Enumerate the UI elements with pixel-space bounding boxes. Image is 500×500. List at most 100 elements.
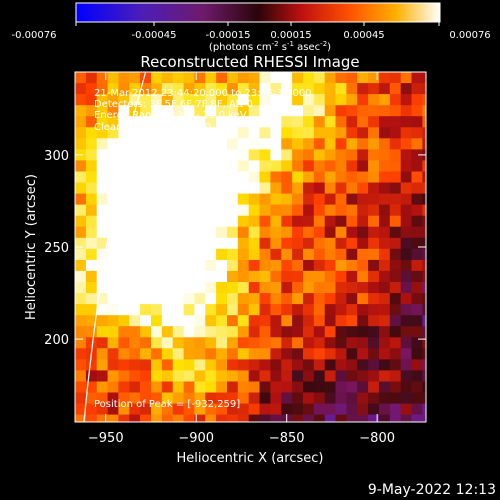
- heatmap-cell: [161, 116, 174, 128]
- heatmap-cell: [107, 270, 120, 283]
- heatmap-cell: [237, 116, 250, 128]
- heatmap-cell: [118, 72, 130, 84]
- heatmap-cell: [205, 94, 217, 106]
- heatmap-cell: [259, 171, 271, 184]
- heatmap-cell: [237, 414, 250, 422]
- heatmap-cell: [389, 270, 402, 283]
- heatmap-cell: [270, 392, 282, 405]
- heatmap-cell: [400, 237, 413, 250]
- heatmap-cell: [151, 138, 163, 150]
- heatmap-cell: [140, 83, 152, 95]
- heatmap-cell: [75, 182, 87, 195]
- heatmap-cell: [411, 414, 423, 422]
- heatmap-cell: [129, 270, 141, 283]
- heatmap-cell: [237, 282, 250, 294]
- heatmap-cell: [118, 83, 130, 95]
- heatmap-cell: [237, 160, 250, 173]
- heatmap-cell: [379, 160, 391, 173]
- heatmap-cell: [183, 348, 196, 360]
- heatmap-cell: [357, 116, 369, 128]
- heatmap-cell: [303, 83, 315, 95]
- heatmap-cell: [161, 138, 174, 150]
- heatmap-cell: [335, 72, 347, 84]
- heatmap-cell: [248, 160, 261, 173]
- heatmap-cell: [161, 171, 174, 184]
- heatmap-cell: [107, 370, 120, 383]
- heatmap-cell: [389, 171, 402, 184]
- heatmap-cell: [270, 304, 282, 316]
- heatmap-cell: [248, 94, 261, 106]
- heatmap-cell: [335, 270, 347, 283]
- heatmap-cell: [281, 94, 293, 106]
- heatmap-cell: [422, 171, 426, 184]
- heatmap-cell: [85, 359, 98, 372]
- heatmap-cell: [237, 182, 250, 195]
- heatmap-cell: [237, 226, 250, 239]
- heatmap-cell: [292, 138, 304, 150]
- heatmap-cell: [368, 204, 380, 217]
- heatmap-cell: [172, 83, 185, 95]
- heatmap-cell: [389, 348, 402, 360]
- heatmap-cell: [107, 326, 120, 338]
- heatmap-cell: [335, 315, 347, 327]
- heatmap-cell: [368, 83, 380, 95]
- heatmap-cell: [194, 204, 206, 217]
- heatmap-cell: [292, 315, 304, 327]
- heatmap-cell: [75, 370, 87, 383]
- heatmap-cell: [205, 215, 217, 228]
- heatmap-cell: [422, 414, 426, 422]
- heatmap-cell: [118, 304, 130, 316]
- heatmap-cell: [75, 204, 87, 217]
- heatmap-cell: [379, 270, 391, 283]
- heatmap-cell: [107, 72, 120, 84]
- heatmap-cell: [346, 171, 358, 184]
- heatmap-cell: [194, 226, 206, 239]
- heatmap-cell: [259, 403, 271, 416]
- heatmap-cell: [270, 193, 282, 206]
- heatmap-cell: [346, 204, 358, 217]
- heatmap-cell: [324, 94, 337, 106]
- heatmap-cell: [379, 282, 391, 294]
- heatmap-cell: [259, 304, 271, 316]
- heatmap-cell: [303, 359, 315, 372]
- heatmap-cell: [172, 282, 185, 294]
- heatmap-cell: [346, 127, 358, 139]
- heatmap-cell: [85, 237, 98, 250]
- heatmap-cell: [313, 204, 326, 217]
- heatmap-cell: [183, 83, 196, 95]
- heatmap-cell: [368, 381, 380, 394]
- heatmap-cell: [346, 270, 358, 283]
- heatmap-cell: [140, 293, 152, 305]
- heatmap-cell: [346, 182, 358, 195]
- heatmap-cell: [411, 259, 423, 272]
- heatmap-cell: [85, 182, 98, 195]
- heatmap-cell: [324, 370, 337, 383]
- heatmap-cell: [270, 293, 282, 305]
- heatmap-cell: [161, 94, 174, 106]
- y-tick-label: 250: [44, 241, 69, 256]
- heatmap-cell: [248, 138, 261, 150]
- heatmap-cell: [172, 171, 185, 184]
- heatmap-cell: [389, 160, 402, 173]
- heatmap-cell: [227, 370, 239, 383]
- heatmap-cell: [161, 193, 174, 206]
- heatmap-cell: [422, 237, 426, 250]
- heatmap-cell: [324, 127, 337, 139]
- heatmap-cell: [118, 160, 130, 173]
- colorbar-tick-label: 0.00015: [270, 30, 311, 41]
- heatmap-cell: [259, 72, 271, 84]
- heatmap-cell: [172, 326, 185, 338]
- heatmap-cell: [205, 237, 217, 250]
- heatmap-cell: [151, 193, 163, 206]
- heatmap-cell: [313, 226, 326, 239]
- heatmap-cell: [194, 94, 206, 106]
- heatmap-cell: [346, 248, 358, 261]
- heatmap-cell: [335, 359, 347, 372]
- heatmap-cell: [161, 127, 174, 139]
- heatmap-cell: [118, 293, 130, 305]
- heatmap-cell: [368, 237, 380, 250]
- heatmap-cell: [368, 248, 380, 261]
- heatmap-cell: [140, 149, 152, 162]
- heatmap-cell: [324, 270, 337, 283]
- heatmap-cell: [85, 215, 98, 228]
